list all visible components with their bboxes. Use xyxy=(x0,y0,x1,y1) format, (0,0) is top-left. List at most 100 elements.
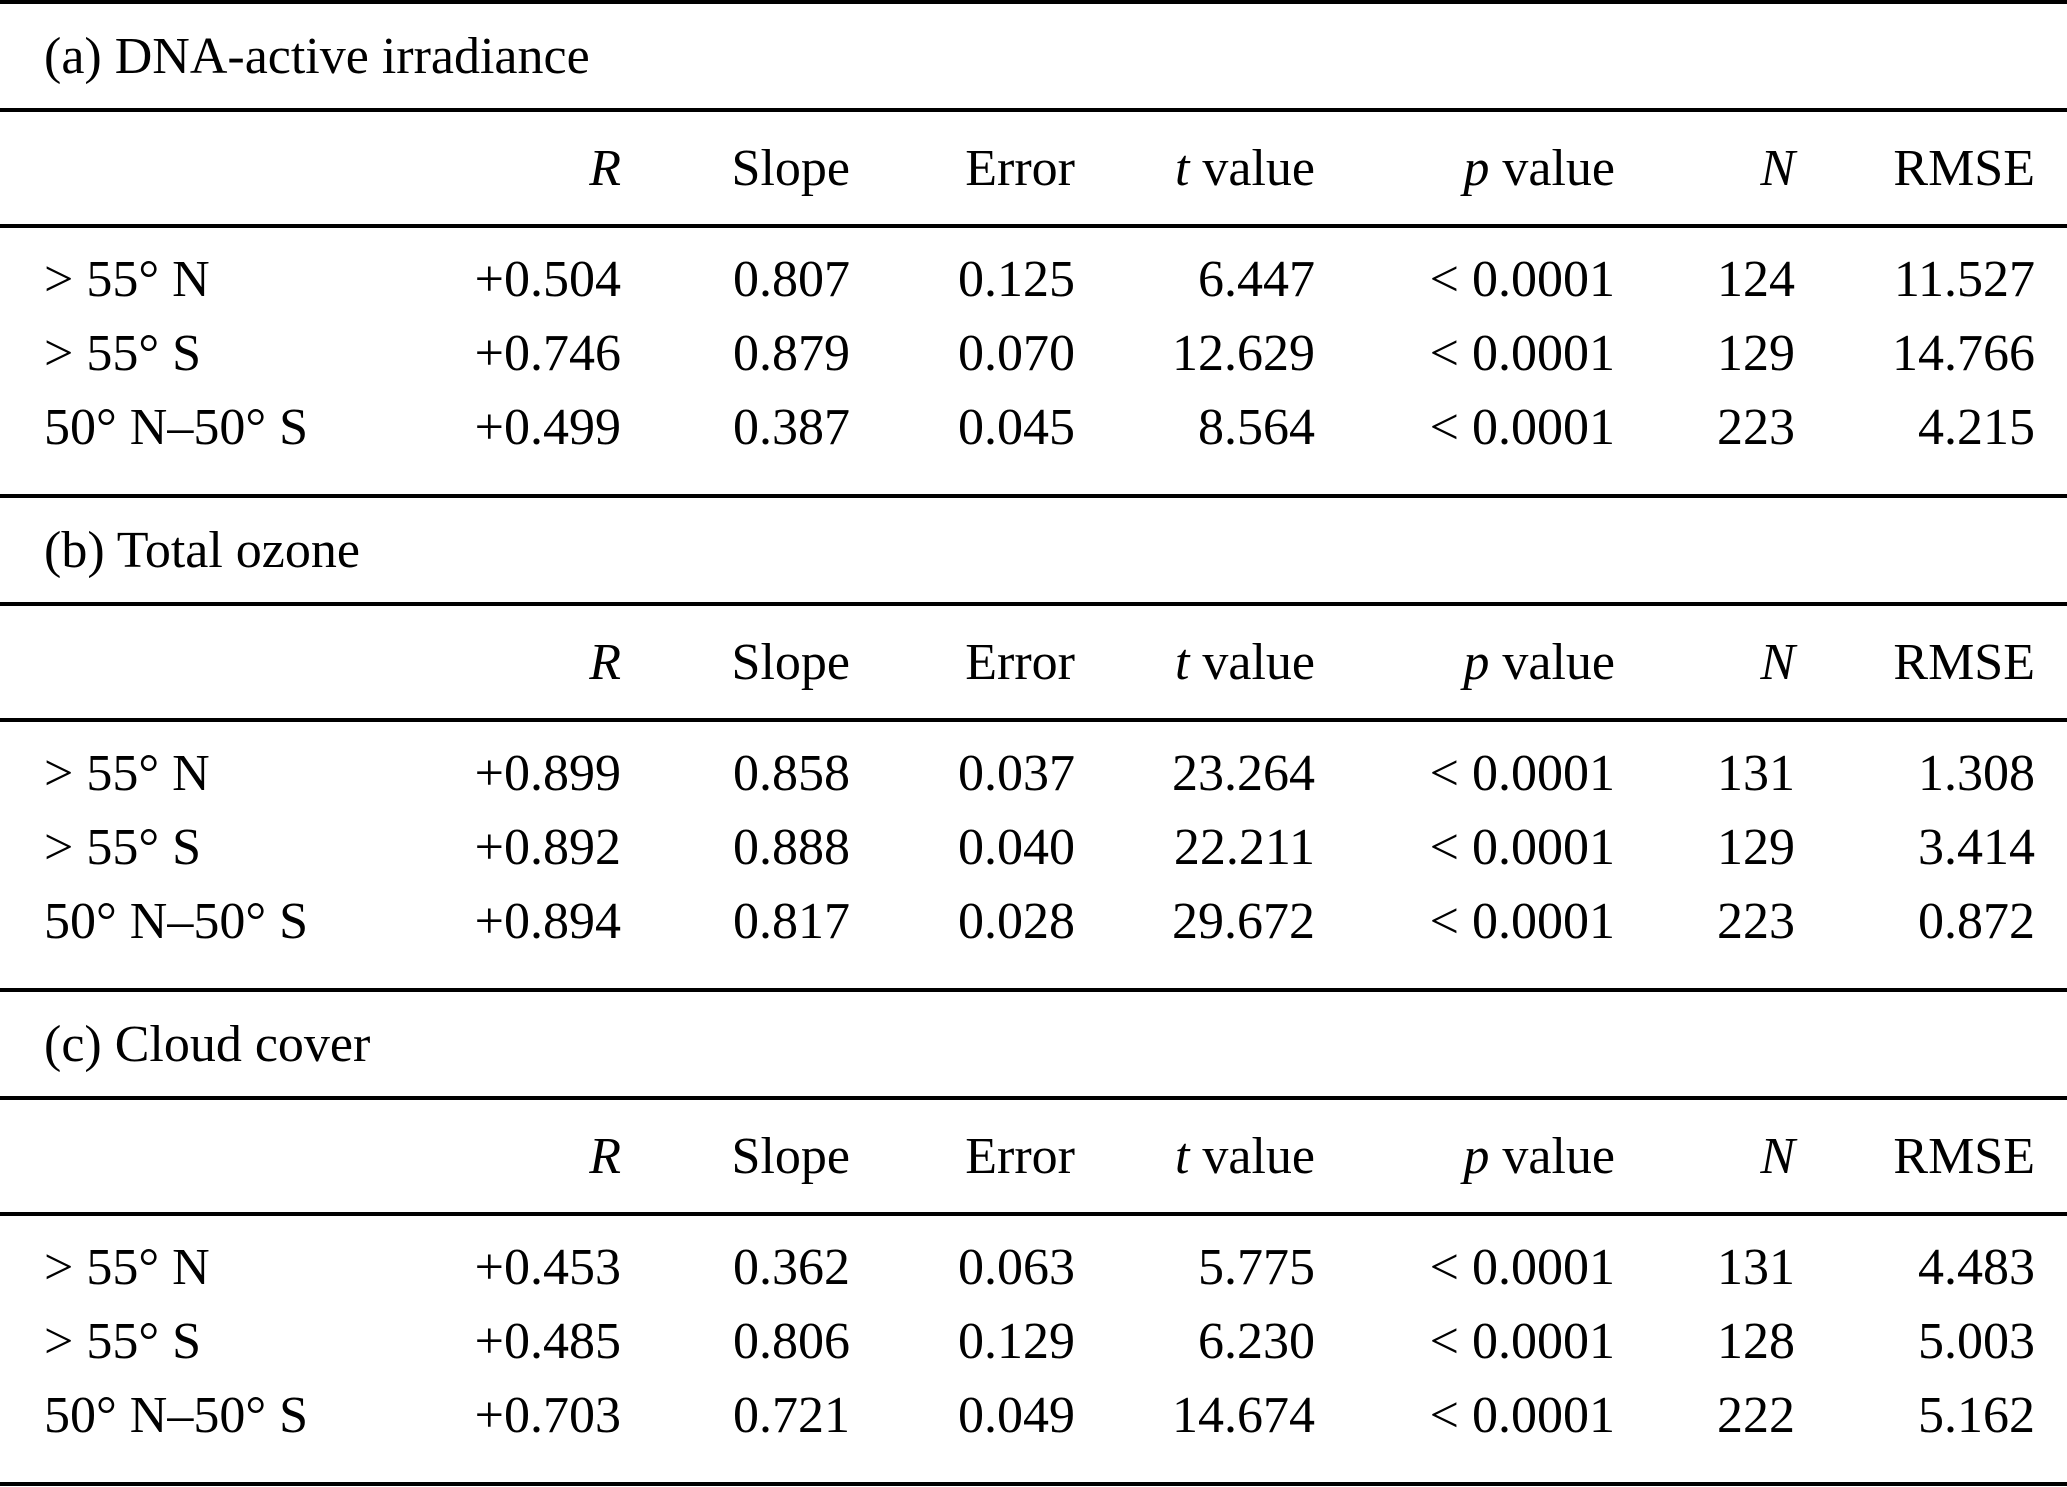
cell-N: 131 xyxy=(1717,1238,1795,1296)
table-rows-block: > 55° N +0.453 0.362 0.063 5.775 < 0.0001 131 4… xyxy=(0,1216,2067,1482)
cell-Error: 0.040 xyxy=(958,818,1075,876)
cell-R: +0.894 xyxy=(474,892,621,950)
table-rows-block: > 55° N +0.899 0.858 0.037 23.264 < 0.0001 131… xyxy=(0,722,2067,988)
cell-N: 222 xyxy=(1717,1386,1795,1444)
column-header-R: R xyxy=(460,633,621,692)
cell-p-value: < 0.0001 xyxy=(1429,744,1615,802)
column-header-p-value: p value xyxy=(1315,1127,1615,1186)
cell-R: +0.499 xyxy=(474,398,621,456)
column-header-italic-part: p xyxy=(1463,139,1490,197)
column-header-roman-part: value xyxy=(1189,633,1315,691)
column-header-roman-part: Error xyxy=(965,139,1075,197)
cell-N: 129 xyxy=(1717,324,1795,382)
cell-t-value: 23.264 xyxy=(1172,744,1315,802)
column-header-Slope: Slope xyxy=(621,139,850,198)
cell-N: 128 xyxy=(1717,1312,1795,1370)
section-title-b: (b) Total ozone xyxy=(0,498,2067,602)
column-header-roman-part: Slope xyxy=(731,1127,850,1185)
cell-Error: 0.070 xyxy=(958,324,1075,382)
column-header-italic-part: t xyxy=(1174,139,1190,197)
cell-R: +0.485 xyxy=(474,1312,621,1370)
column-header-roman-part: value xyxy=(1489,1127,1615,1185)
cell-p-value: < 0.0001 xyxy=(1429,398,1615,456)
cell-t-value: 29.672 xyxy=(1172,892,1315,950)
cell-Slope: 0.888 xyxy=(733,818,850,876)
cell-Slope: 0.387 xyxy=(733,398,850,456)
row-label: 50° N–50° S xyxy=(44,1386,309,1444)
column-header-italic-part: R xyxy=(589,1127,621,1185)
column-header-N: N xyxy=(1615,1127,1795,1186)
column-header-Slope: Slope xyxy=(621,1127,850,1186)
cell-Slope: 0.721 xyxy=(733,1386,850,1444)
cell-R: +0.892 xyxy=(474,818,621,876)
cell-R: +0.746 xyxy=(474,324,621,382)
column-header-RMSE: RMSE xyxy=(1795,633,2035,692)
section-title-a: (a) DNA-active irradiance xyxy=(0,4,2067,108)
column-header-roman-part: RMSE xyxy=(1893,1127,2035,1185)
horizontal-rule xyxy=(0,718,2067,722)
cell-p-value: < 0.0001 xyxy=(1429,818,1615,876)
column-header-italic-part: N xyxy=(1760,139,1795,197)
cell-Slope: 0.807 xyxy=(733,250,850,308)
table-row: > 55° N +0.899 0.858 0.037 23.264 < 0.0001 131… xyxy=(0,736,2035,810)
section-title-text: (c) Cloud cover xyxy=(44,1015,371,1073)
cell-RMSE: 3.414 xyxy=(1918,818,2035,876)
column-header-p-value: p value xyxy=(1315,139,1615,198)
table-row: > 55° S +0.746 0.879 0.070 12.629 < 0.0001 129… xyxy=(0,316,2035,390)
cell-N: 131 xyxy=(1717,744,1795,802)
table-row: > 55° N +0.453 0.362 0.063 5.775 < 0.0001 131 4… xyxy=(0,1230,2035,1304)
cell-RMSE: 1.308 xyxy=(1918,744,2035,802)
column-header-italic-part: p xyxy=(1463,633,1490,691)
cell-t-value: 6.447 xyxy=(1198,250,1315,308)
section-title-text: (a) DNA-active irradiance xyxy=(44,27,590,85)
cell-Error: 0.028 xyxy=(958,892,1075,950)
column-header-roman-part: RMSE xyxy=(1893,633,2035,691)
row-label: > 55° S xyxy=(44,818,202,876)
cell-RMSE: 4.483 xyxy=(1918,1238,2035,1296)
column-header-Error: Error xyxy=(850,139,1075,198)
cell-p-value: < 0.0001 xyxy=(1429,250,1615,308)
cell-Slope: 0.806 xyxy=(733,1312,850,1370)
cell-t-value: 8.564 xyxy=(1198,398,1315,456)
column-header-roman-part: value xyxy=(1489,633,1615,691)
row-label: > 55° N xyxy=(44,1238,210,1296)
cell-R: +0.504 xyxy=(474,250,621,308)
cell-p-value: < 0.0001 xyxy=(1429,1312,1615,1370)
cell-Error: 0.037 xyxy=(958,744,1075,802)
column-header-roman-part: Error xyxy=(965,1127,1075,1185)
column-header-roman-part: value xyxy=(1489,139,1615,197)
row-label: > 55° N xyxy=(44,744,210,802)
column-header-roman-part: value xyxy=(1189,139,1315,197)
table-row: > 55° N +0.504 0.807 0.125 6.447 < 0.0001 124 1… xyxy=(0,242,2035,316)
cell-Error: 0.129 xyxy=(958,1312,1075,1370)
cell-t-value: 5.775 xyxy=(1198,1238,1315,1296)
row-label: > 55° S xyxy=(44,324,202,382)
column-header-italic-part: R xyxy=(589,633,621,691)
horizontal-rule xyxy=(0,1096,2067,1100)
table-row: > 55° S +0.892 0.888 0.040 22.211 < 0.0001 129… xyxy=(0,810,2035,884)
table-rows-block: > 55° N +0.504 0.807 0.125 6.447 < 0.0001 124 1… xyxy=(0,228,2067,494)
cell-N: 124 xyxy=(1717,250,1795,308)
column-header-R: R xyxy=(460,139,621,198)
cell-N: 223 xyxy=(1717,398,1795,456)
cell-N: 223 xyxy=(1717,892,1795,950)
column-header-Error: Error xyxy=(850,633,1075,692)
cell-Slope: 0.858 xyxy=(733,744,850,802)
horizontal-rule xyxy=(0,0,2067,4)
cell-p-value: < 0.0001 xyxy=(1429,892,1615,950)
column-header-t-value: t value xyxy=(1075,1127,1315,1186)
table-row: > 55° S +0.485 0.806 0.129 6.230 < 0.0001 128 5… xyxy=(0,1304,2035,1378)
column-header-roman-part: Slope xyxy=(731,633,850,691)
cell-t-value: 6.230 xyxy=(1198,1312,1315,1370)
column-header-roman-part: Slope xyxy=(731,139,850,197)
column-header-Slope: Slope xyxy=(621,633,850,692)
cell-Error: 0.049 xyxy=(958,1386,1075,1444)
column-header-t-value: t value xyxy=(1075,139,1315,198)
cell-RMSE: 5.162 xyxy=(1918,1386,2035,1444)
column-header-roman-part: RMSE xyxy=(1893,139,2035,197)
table-section-a: (a) DNA-active irradiance R Slope Error t va… xyxy=(0,4,2067,498)
row-label: 50° N–50° S xyxy=(44,892,309,950)
cell-p-value: < 0.0001 xyxy=(1429,1386,1615,1444)
